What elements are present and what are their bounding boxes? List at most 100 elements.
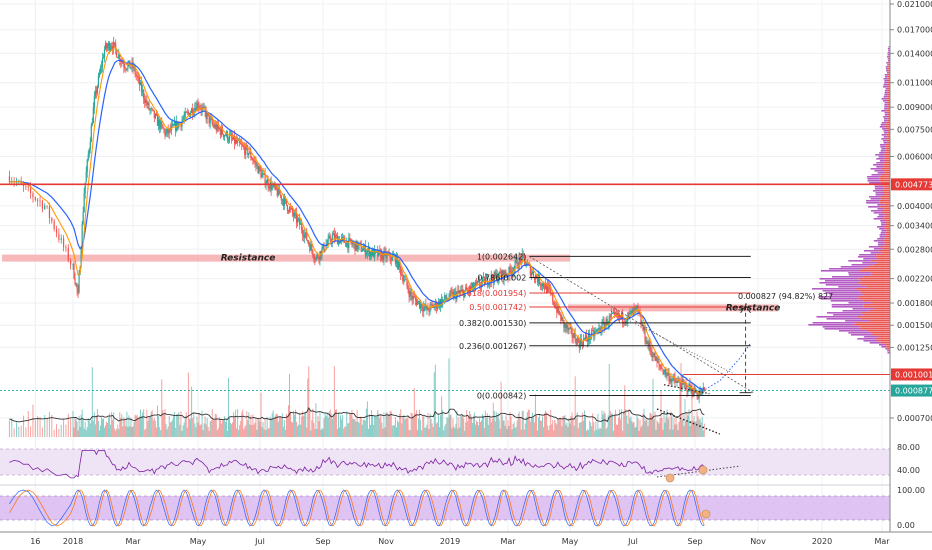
volume-profile-bar	[883, 140, 887, 142]
volume-profile-bar	[881, 230, 887, 232]
volume-bar	[578, 422, 580, 437]
volume-bar	[185, 412, 187, 437]
candle-body	[120, 61, 122, 63]
fib-level-label: 0.618(0.001954)	[459, 289, 526, 298]
candle-body	[429, 304, 431, 312]
candle-body	[261, 173, 263, 178]
candle-body	[549, 286, 551, 289]
volume-profile-bar	[887, 96, 890, 98]
volume-bar	[233, 412, 235, 437]
volume-bar	[303, 415, 305, 437]
fibonacci-retracement[interactable]: 1(0.002642)0.786(0.0020.618(0.001954)0.5…	[459, 252, 751, 401]
resistance-zone-right	[568, 304, 778, 312]
time-tick-label: Sep	[687, 537, 702, 546]
volume-profile-bar	[888, 88, 890, 90]
volume-profile-bar	[869, 196, 881, 198]
volume-bar	[670, 411, 672, 437]
candle-body	[277, 187, 279, 196]
candle-body	[362, 248, 364, 251]
volume-bar	[80, 414, 82, 437]
volume-bar	[231, 424, 233, 437]
candle-body	[192, 108, 194, 115]
volume-bar	[476, 420, 478, 437]
volume-profile-bar	[861, 318, 890, 320]
volume-bar	[153, 418, 155, 437]
candle-body	[416, 301, 419, 305]
volume-profile-bar	[862, 294, 890, 296]
volume-bar	[668, 416, 670, 437]
candle-body	[278, 187, 280, 195]
volume-bar	[653, 419, 655, 437]
volume-profile-bar	[883, 100, 887, 102]
candle-body	[218, 128, 220, 130]
price-axis[interactable]: 0.0210000.0170000.0140000.0110000.009000…	[889, 0, 932, 550]
volume-bar	[651, 415, 653, 437]
volume-bar	[34, 420, 36, 437]
volume-bar	[183, 422, 185, 437]
measure-tool[interactable]: 0.000827 (94.82%) 827	[738, 292, 833, 394]
candle-body	[637, 305, 639, 311]
candle-body	[182, 119, 184, 121]
volume-profile-bar	[829, 268, 863, 270]
candle-body	[693, 387, 695, 396]
volume-profile-bar	[879, 236, 886, 238]
candle-body	[527, 263, 529, 265]
volume-bar	[379, 418, 381, 437]
candle-body	[326, 243, 328, 245]
volume-bar	[336, 428, 338, 437]
candle-body	[46, 205, 48, 207]
candle-body	[640, 316, 642, 325]
volume-profile-bar	[887, 78, 890, 80]
candle-body	[658, 361, 660, 365]
volume-bar	[495, 411, 497, 437]
volume-profile-bar	[860, 328, 890, 330]
rsi-pane	[0, 448, 890, 486]
volume-bar	[94, 424, 96, 437]
volume-bar	[76, 421, 78, 437]
volume-profile-bar	[884, 108, 888, 110]
candle-body	[538, 274, 541, 285]
rsi-divergence-marker	[665, 473, 675, 483]
candle-body	[679, 382, 681, 387]
candle-body	[235, 139, 237, 144]
candle-body	[296, 218, 299, 223]
volume-bar	[689, 426, 691, 437]
volume-bar	[326, 413, 328, 437]
volume-bar	[575, 418, 577, 437]
candle-body	[409, 290, 411, 297]
candle-body	[221, 127, 223, 134]
volume-profile-bar	[870, 252, 882, 254]
volume-bar	[215, 414, 217, 437]
candle-body	[488, 280, 490, 285]
candle-body	[58, 233, 60, 240]
volume-bar	[298, 424, 300, 437]
candle-body	[669, 378, 671, 382]
volume-bar	[467, 421, 469, 437]
candle-body	[412, 296, 414, 300]
volume-profile-bar	[887, 74, 890, 76]
stoch-marker	[701, 509, 711, 519]
volume-profile-bar	[869, 342, 881, 344]
time-axis[interactable]: 16 2018 Mar May Jul Sep Nov 2019 Mar May Jul Sep Nov…	[0, 531, 932, 546]
time-tick-label: Jul	[254, 537, 265, 546]
candle-body	[65, 247, 67, 248]
volume-profile-bar	[872, 334, 890, 336]
volume-bar	[520, 429, 522, 437]
volume-bar	[470, 414, 472, 437]
volume-profile-bar	[887, 132, 890, 134]
candle-body	[177, 121, 179, 128]
volume-profile-bar	[883, 136, 888, 138]
volume-bar	[37, 415, 39, 437]
volume-profile-bar	[858, 298, 890, 300]
candle-body	[665, 369, 667, 376]
volume-profile-bar	[886, 70, 889, 72]
volume-bar	[441, 396, 443, 437]
candle-body	[687, 391, 689, 393]
volume-bar	[589, 420, 591, 437]
volume-profile-bar	[886, 116, 890, 118]
volume-bar	[98, 430, 100, 437]
candle-body	[537, 274, 540, 283]
volume-bar	[650, 413, 652, 437]
candle-body	[231, 137, 234, 140]
